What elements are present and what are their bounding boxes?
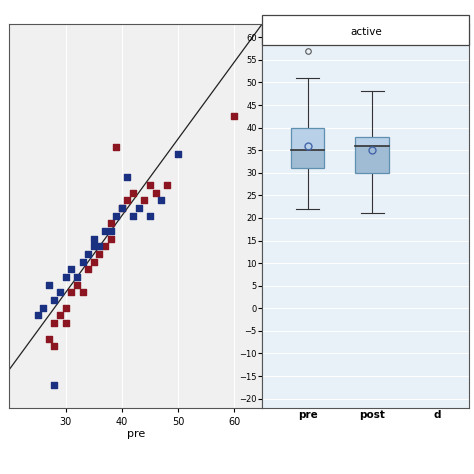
Point	[56, 312, 64, 319]
Point	[62, 273, 70, 281]
Point	[101, 227, 109, 235]
Point	[146, 181, 154, 189]
Point	[39, 304, 47, 311]
Point	[90, 235, 98, 243]
Point	[129, 189, 137, 196]
Bar	[356, 137, 389, 173]
Point	[157, 197, 165, 204]
Point	[90, 258, 98, 265]
Point	[79, 258, 86, 265]
Point	[124, 197, 131, 204]
Point	[73, 281, 81, 289]
Bar	[291, 128, 324, 150]
Point	[141, 197, 148, 204]
Point	[135, 204, 143, 212]
Point	[34, 312, 41, 319]
Point	[129, 212, 137, 219]
Point	[90, 243, 98, 250]
Point	[230, 112, 238, 119]
Point	[174, 150, 182, 158]
Point	[45, 281, 53, 289]
Point	[107, 219, 114, 227]
Point	[62, 319, 70, 327]
Point	[112, 212, 120, 219]
Point	[107, 227, 114, 235]
X-axis label: pre: pre	[127, 429, 145, 439]
Point	[152, 189, 159, 196]
Point	[51, 296, 58, 304]
Bar	[291, 128, 324, 168]
Point	[84, 250, 92, 258]
Point	[96, 243, 103, 250]
Bar	[291, 150, 324, 168]
Point	[73, 273, 81, 281]
Point	[118, 204, 126, 212]
Text: active: active	[350, 27, 382, 37]
Bar	[356, 146, 389, 173]
Point	[101, 243, 109, 250]
Bar	[356, 137, 389, 146]
Point	[146, 212, 154, 219]
Point	[51, 381, 58, 388]
Point	[124, 173, 131, 181]
Point	[56, 289, 64, 296]
Point	[96, 250, 103, 258]
Point	[67, 289, 75, 296]
Bar	[262, 15, 469, 45]
Point	[51, 342, 58, 350]
Point	[84, 265, 92, 273]
Point	[79, 289, 86, 296]
Point	[67, 265, 75, 273]
Point	[51, 319, 58, 327]
Point	[62, 304, 70, 311]
Point	[107, 235, 114, 243]
Point	[45, 335, 53, 342]
Point	[118, 204, 126, 212]
Point	[112, 143, 120, 150]
Point	[163, 181, 171, 189]
